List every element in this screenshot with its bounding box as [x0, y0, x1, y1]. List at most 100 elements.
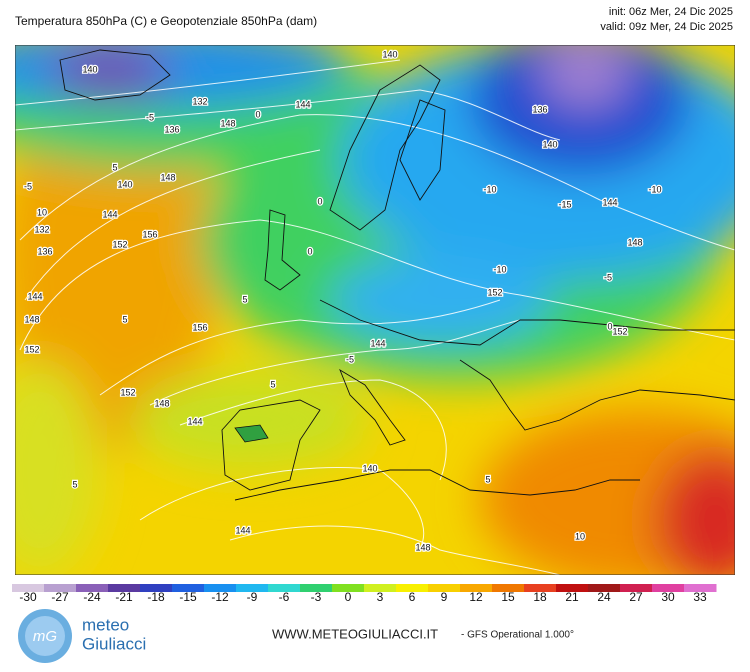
- contour-label: -10: [648, 184, 661, 194]
- contour-label: 148: [24, 314, 39, 324]
- contour-label: 144: [602, 197, 617, 207]
- colorbar-swatch: [652, 584, 685, 592]
- colorbar-tick-label: 0: [345, 590, 352, 604]
- colorbar-swatch: [588, 584, 621, 592]
- contour-label: 132: [192, 96, 207, 106]
- colorbar-tick-label: -27: [51, 590, 69, 604]
- contour-label: 140: [542, 139, 557, 149]
- model-name: - GFS Operational 1.000°: [461, 630, 574, 641]
- colorbar-tick-label: 21: [565, 590, 579, 604]
- contour-label: 0: [607, 321, 612, 331]
- colorbar-swatch: [460, 584, 493, 592]
- contour-label: -5: [346, 354, 354, 364]
- colorbar-swatch: [332, 584, 365, 592]
- colorbar-tick-label: -30: [19, 590, 37, 604]
- colorbar-swatch: [556, 584, 589, 592]
- colorbar-swatch: [684, 584, 717, 592]
- contour-label: 144: [295, 99, 310, 109]
- colorbar-tick-label: 15: [501, 590, 515, 604]
- logo: mG meteo Giuliacci: [18, 609, 146, 663]
- colorbar-tick-label: -3: [311, 590, 322, 604]
- contour-label: -10: [493, 264, 506, 274]
- contour-label: 5: [270, 379, 275, 389]
- valid-time: valid: 09z Mer, 24 Dic 2025: [600, 21, 733, 33]
- colorbar-tick-label: -9: [247, 590, 258, 604]
- colorbar-swatch: [524, 584, 557, 592]
- colorbar-tick-label: 9: [441, 590, 448, 604]
- colorbar-swatch: [108, 584, 141, 592]
- colorbar-tick-label: -24: [83, 590, 101, 604]
- contour-label: 0: [317, 196, 322, 206]
- init-time: init: 06z Mer, 24 Dic 2025: [609, 6, 733, 18]
- colorbar-swatch: [396, 584, 429, 592]
- contour-label: 152: [120, 387, 135, 397]
- contour-label: 10: [575, 531, 585, 541]
- contour-label: 132: [34, 224, 49, 234]
- contour-label: 152: [612, 326, 627, 336]
- contour-label: 5: [485, 474, 490, 484]
- colorbar-tick-label: -21: [115, 590, 133, 604]
- website: WWW.METEOGIULIACCI.IT: [272, 626, 438, 641]
- contour-label: 140: [362, 463, 377, 473]
- contour-label: 152: [487, 287, 502, 297]
- logo-icon: mG: [33, 628, 57, 645]
- colorbar-tick-label: 6: [409, 590, 416, 604]
- contour-label: 152: [112, 239, 127, 249]
- colorbar-swatch: [268, 584, 301, 592]
- contour-label: 5: [72, 479, 77, 489]
- colorbar-tick-label: 3: [377, 590, 384, 604]
- map: [15, 45, 735, 575]
- colorbar-swatch: [428, 584, 461, 592]
- contour-label: 144: [187, 416, 202, 426]
- contour-label: 140: [117, 179, 132, 189]
- contour-label: 0: [307, 246, 312, 256]
- colorbar-tick-label: 27: [629, 590, 643, 604]
- contour-label: -15: [558, 199, 571, 209]
- colorbar-swatch: [236, 584, 269, 592]
- colorbar-swatch: [300, 584, 333, 592]
- colorbar-tick-label: 24: [597, 590, 611, 604]
- contour-label: 5: [112, 162, 117, 172]
- contour-label: 5: [242, 294, 247, 304]
- contour-label: -10: [483, 184, 496, 194]
- colorbar-tick-label: -6: [279, 590, 290, 604]
- colorbar-tick-label: -15: [179, 590, 197, 604]
- contour-label: 156: [192, 322, 207, 332]
- colorbar-swatch: [364, 584, 397, 592]
- logo-line2: Giuliacci: [82, 634, 146, 653]
- colorbar-tick-label: 18: [533, 590, 547, 604]
- contour-label: 144: [370, 338, 385, 348]
- colorbar-swatch: [12, 584, 45, 592]
- colorbar-swatch: [620, 584, 653, 592]
- contour-label: 5: [122, 314, 127, 324]
- contour-label: 156: [142, 229, 157, 239]
- colorbar-tick-label: -18: [147, 590, 165, 604]
- colorbar-tick-label: -12: [211, 590, 229, 604]
- contour-label: 10: [37, 207, 47, 217]
- colorbar-tick-label: 33: [693, 590, 707, 604]
- contour-labels: 1401321361441485140148144152156136132144…: [23, 48, 663, 554]
- contour-label: -5: [24, 181, 32, 191]
- contour-label: 140: [82, 64, 97, 74]
- contour-label: 148: [415, 542, 430, 552]
- contour-label: 136: [164, 124, 179, 134]
- logo-line1: meteo: [82, 615, 129, 634]
- colorbar-tick-label: 30: [661, 590, 675, 604]
- contour-label: 152: [24, 344, 39, 354]
- contour-label: 136: [532, 104, 547, 114]
- colorbar-swatch: [76, 584, 109, 592]
- contour-label: 148: [154, 398, 169, 408]
- contour-label: 144: [102, 209, 117, 219]
- contour-label: -5: [146, 112, 154, 122]
- map-title: Temperatura 850hPa (C) e Geopotenziale 8…: [15, 14, 317, 28]
- contour-label: 148: [160, 172, 175, 182]
- colorbar-swatch: [204, 584, 237, 592]
- contour-label: 148: [220, 118, 235, 128]
- colorbar-swatch: [44, 584, 77, 592]
- colorbar-tick-label: 12: [469, 590, 483, 604]
- contour-label: 148: [627, 237, 642, 247]
- contour-label: -5: [604, 272, 612, 282]
- colorbar-swatch: [492, 584, 525, 592]
- colorbar: -30 -27 -24 -21 -18 -15 -12 -9 -6 -3 0 3 6 9 12 15 18 21 2…: [12, 584, 717, 604]
